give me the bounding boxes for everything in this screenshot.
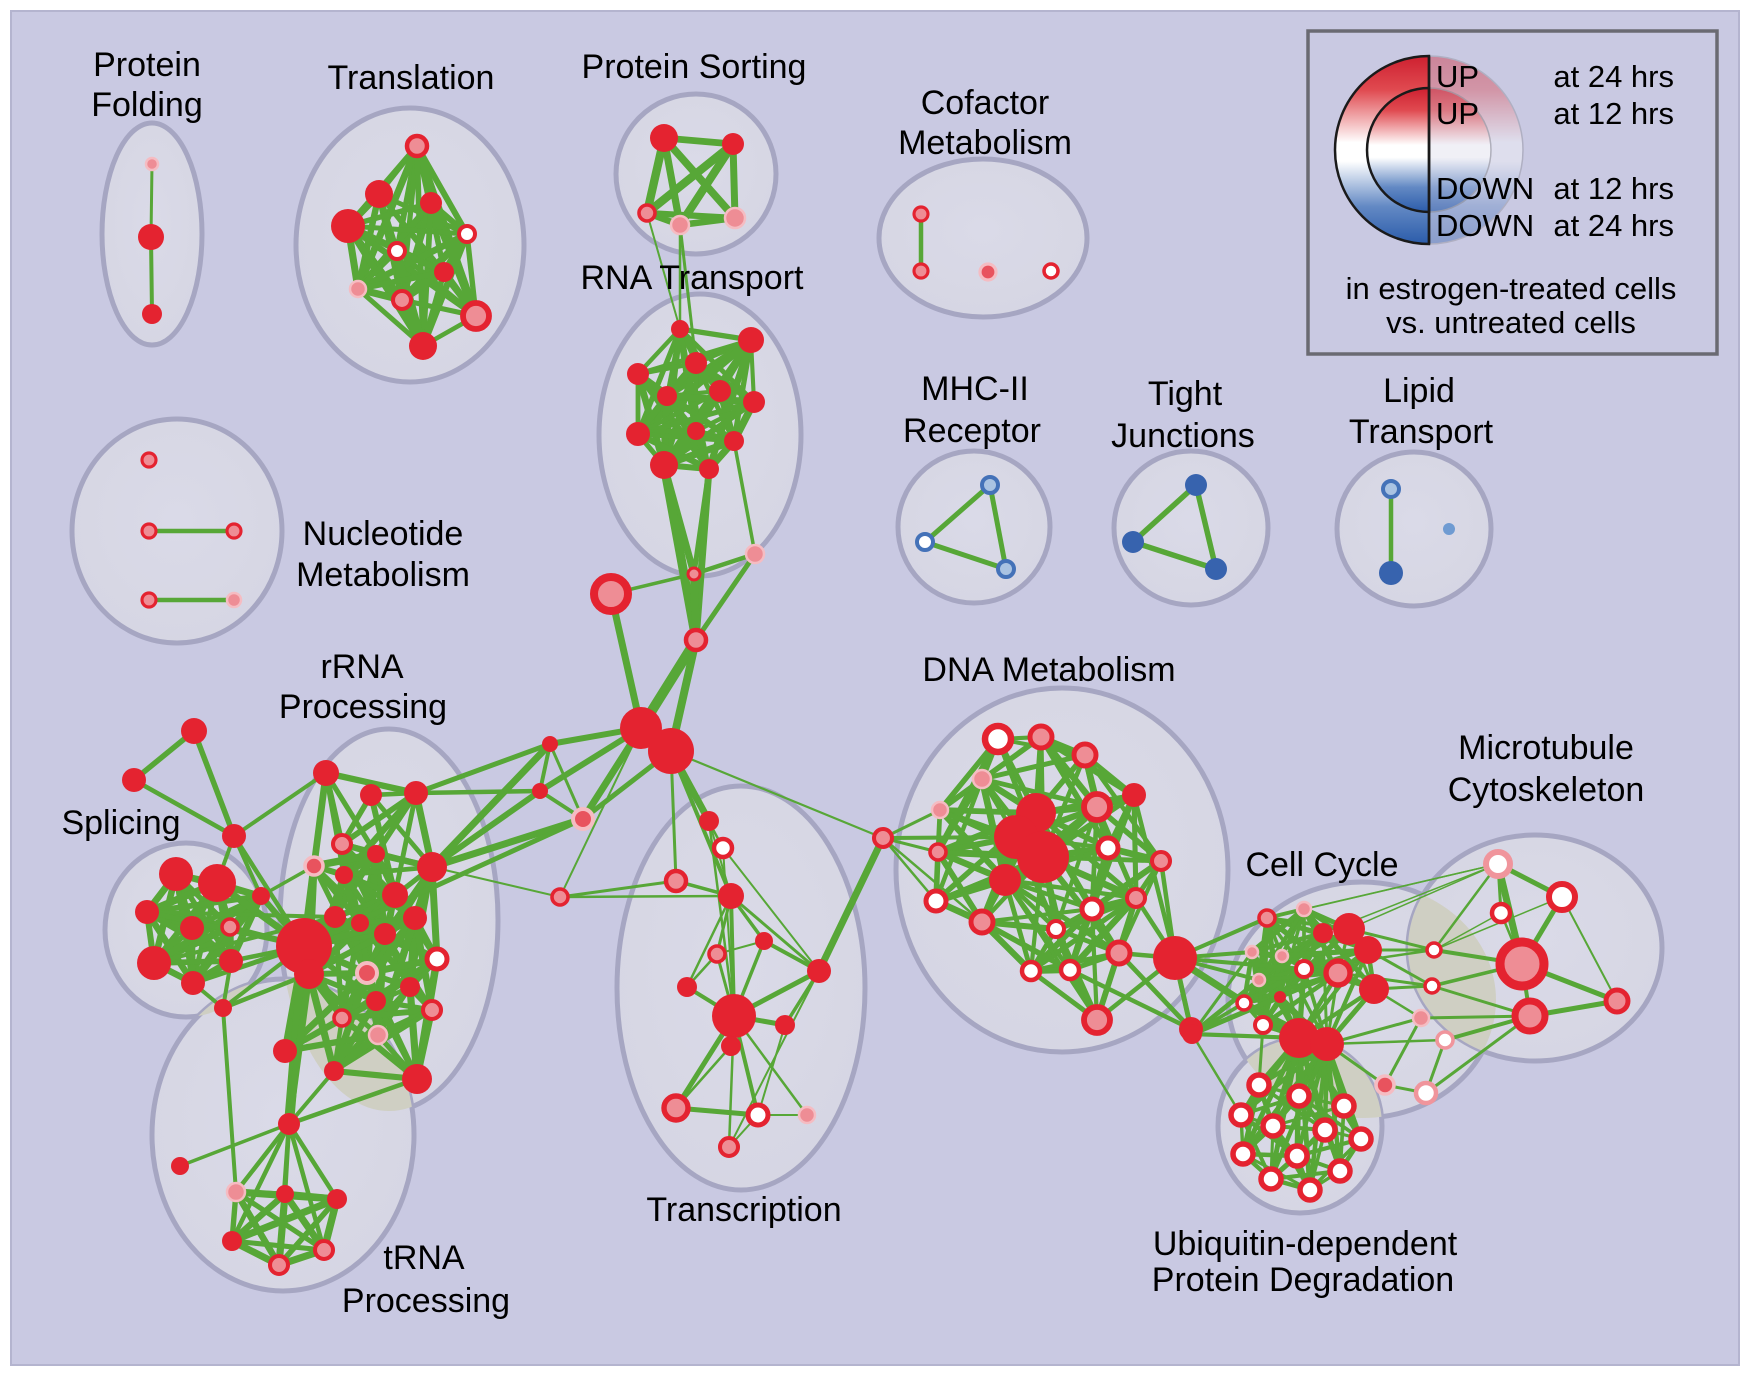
svg-text:DNA Metabolism: DNA Metabolism [922,651,1175,689]
svg-text:Transcription: Transcription [646,1191,841,1229]
svg-text:Processing: Processing [342,1282,510,1320]
svg-text:Tight: Tight [1148,375,1223,413]
svg-text:Receptor: Receptor [903,412,1041,450]
svg-text:Splicing: Splicing [61,804,180,842]
svg-text:at 24 hrs: at 24 hrs [1553,208,1674,243]
svg-text:Nucleotide: Nucleotide [303,515,464,553]
svg-text:Protein Degradation: Protein Degradation [1152,1261,1454,1299]
svg-text:Metabolism: Metabolism [296,556,470,594]
svg-text:Transport: Transport [1349,413,1494,451]
svg-text:Cell Cycle: Cell Cycle [1245,846,1398,884]
svg-text:Cytoskeleton: Cytoskeleton [1448,771,1645,809]
svg-text:Processing: Processing [279,688,447,726]
svg-text:at 12 hrs: at 12 hrs [1553,96,1674,131]
svg-text:UP: UP [1436,96,1479,131]
svg-text:at 24 hrs: at 24 hrs [1553,59,1674,94]
svg-text:MHC-II: MHC-II [921,370,1029,408]
svg-text:tRNA: tRNA [383,1239,465,1277]
svg-text:DOWN: DOWN [1436,208,1534,243]
svg-text:Metabolism: Metabolism [898,124,1072,162]
svg-text:Translation: Translation [328,59,495,97]
svg-text:Protein: Protein [93,46,201,84]
svg-text:Lipid: Lipid [1383,372,1455,410]
svg-text:at 12 hrs: at 12 hrs [1553,171,1674,206]
svg-text:Ubiquitin-dependent: Ubiquitin-dependent [1153,1225,1458,1263]
svg-text:vs. untreated cells: vs. untreated cells [1386,305,1636,340]
svg-text:Junctions: Junctions [1111,417,1255,455]
svg-text:Folding: Folding [91,86,203,124]
svg-text:RNA Transport: RNA Transport [581,259,805,297]
svg-text:UP: UP [1436,59,1479,94]
svg-text:Microtubule: Microtubule [1458,729,1634,767]
svg-text:rRNA: rRNA [320,648,403,686]
svg-text:in estrogen-treated cells: in estrogen-treated cells [1346,271,1677,306]
svg-text:DOWN: DOWN [1436,171,1534,206]
svg-text:Protein Sorting: Protein Sorting [582,48,807,86]
svg-text:Cofactor: Cofactor [921,84,1050,122]
